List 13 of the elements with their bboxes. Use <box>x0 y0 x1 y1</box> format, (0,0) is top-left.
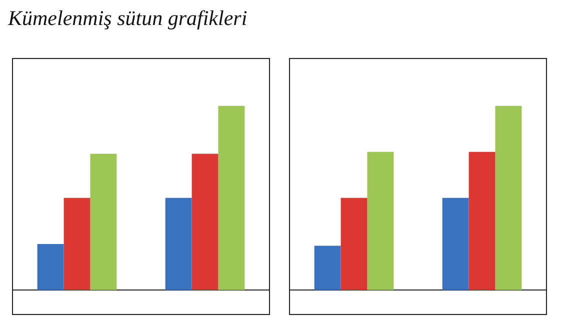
bar <box>192 154 218 290</box>
bar <box>64 198 90 290</box>
bar <box>468 152 496 290</box>
chart-title: Kümelenmiş sütun grafikleri <box>8 6 248 31</box>
bar <box>442 198 469 290</box>
bar <box>340 198 368 290</box>
bar <box>90 154 117 290</box>
bar <box>37 244 64 290</box>
bar <box>218 106 245 290</box>
bar <box>165 198 192 290</box>
bar <box>314 246 341 290</box>
bar <box>367 152 394 290</box>
bar <box>495 106 522 290</box>
